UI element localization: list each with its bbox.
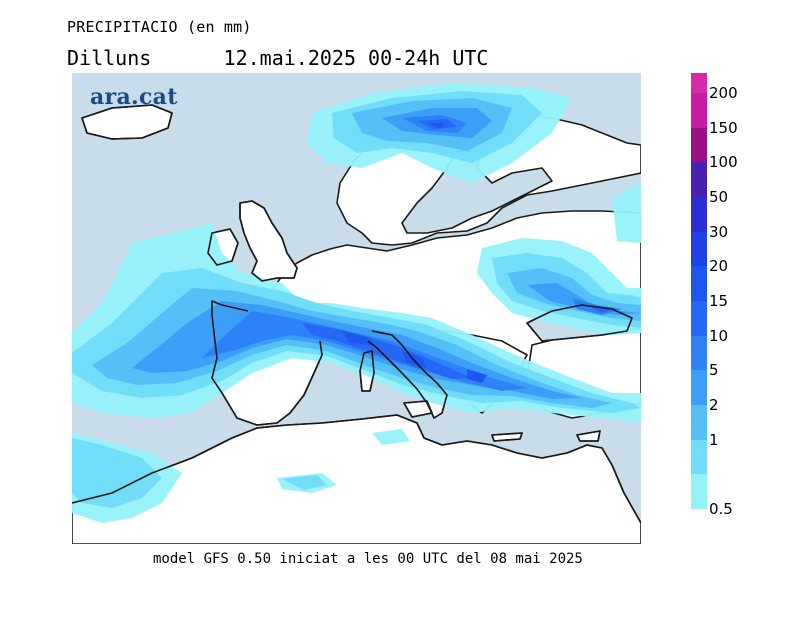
legend-label: 30 [709,222,729,241]
forecast-date-title: Dilluns 12.mai.2025 00-24h UTC [67,46,488,70]
legend-swatch [691,266,707,301]
legend-label: 10 [709,326,729,345]
legend-swatch [691,370,707,405]
great-britain [239,200,298,282]
date-range-label: 12.mai.2025 00-24h UTC [223,46,489,70]
legend-swatch [691,474,707,509]
precipitation-legend: 200 150 100 50 30 20 15 10 5 2 1 0.5 [691,73,738,518]
legend-label: 200 [709,84,738,102]
legend-label: 2 [709,396,719,414]
legend-swatch-top [691,73,707,93]
legend-swatch [691,439,707,475]
legend-label: 50 [709,188,729,206]
legend-label: 150 [709,118,738,137]
legend-swatch [691,93,707,128]
legend-swatch [691,231,707,267]
legend-label: 1 [709,430,719,449]
map-canvas [72,83,641,544]
iceland [81,104,173,140]
legend-label: 5 [709,361,719,380]
legend-label: 0.5 [709,500,733,518]
day-label: Dilluns [67,46,152,70]
precipitation-map: ara.cat [72,73,641,544]
legend-swatch [691,162,707,197]
map-variable-title: PRECIPITACIO (en mm) [67,18,252,36]
legend-swatch [691,127,707,163]
precip-shading [72,83,641,523]
coastline-layer [72,104,641,524]
legend-swatch [691,197,707,232]
legend-label: 15 [709,292,729,310]
model-run-caption: model GFS 0.50 iniciat a les 00 UTC del … [153,551,583,567]
ara-cat-logo[interactable]: ara.cat [90,84,178,110]
legend-label: 20 [709,257,729,276]
legend-swatch [691,301,707,336]
legend-label: 100 [709,153,738,172]
legend-swatch [691,405,707,440]
legend-swatch [691,335,707,371]
